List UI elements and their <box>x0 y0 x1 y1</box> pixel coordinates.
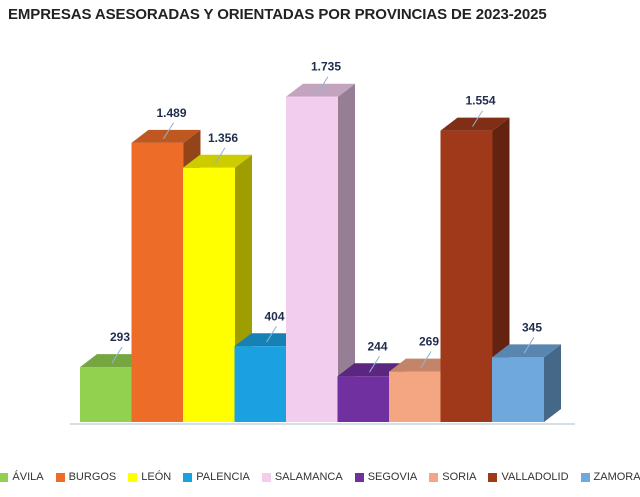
legend-label-salamanca: SALAMANCA <box>274 471 343 483</box>
bar-salamanca <box>286 96 338 422</box>
legend-label-palencia: PALENCIA <box>196 471 250 483</box>
leader-line-valladolid <box>472 110 483 127</box>
legend-item-segovia: SEGOVIA <box>354 471 418 483</box>
legend-swatch-leon <box>128 472 138 482</box>
leader-line-palencia <box>266 325 277 343</box>
leader-line-zamora <box>523 337 535 354</box>
legend-swatch-avila <box>0 472 9 482</box>
legend-item-zamora: ZAMORA <box>580 471 640 483</box>
leader-line-soria <box>420 351 432 368</box>
value-label-burgos: 1.489 <box>156 106 186 120</box>
value-label-valladolid: 1.554 <box>465 94 495 108</box>
legend-swatch-segovia <box>354 472 364 482</box>
bar-burgos <box>131 142 184 422</box>
bar-side-salamanca <box>338 83 355 422</box>
legend-item-soria: SORIA <box>429 471 476 483</box>
legend-swatch-burgos <box>55 472 65 482</box>
value-label-zamora: 345 <box>522 320 542 334</box>
legend-item-avila: ÁVILA <box>0 471 44 483</box>
bar-segovia <box>337 376 390 422</box>
value-label-segovia: 244 <box>367 339 387 353</box>
bar-top-leon <box>183 154 252 168</box>
legend-label-soria: SORIA <box>442 471 477 483</box>
leader-line-avila <box>111 346 123 364</box>
bar-soria <box>389 371 441 422</box>
value-label-salamanca: 1.735 <box>311 60 341 74</box>
bar-leon <box>183 167 235 422</box>
legend-label-valladolid: VALLADOLID <box>501 471 569 483</box>
leader-line-salamanca <box>317 76 329 93</box>
value-label-soria: 269 <box>419 335 439 349</box>
bar-top-burgos <box>131 129 201 143</box>
legend-swatch-zamora <box>580 472 590 482</box>
bar-top-zamora <box>492 344 561 358</box>
legend-swatch-soria <box>429 472 439 482</box>
legend-item-leon: LEÓN <box>128 471 171 483</box>
legend-label-zamora: ZAMORA <box>593 471 640 483</box>
value-label-leon: 1.356 <box>208 131 238 145</box>
bar-palencia <box>234 346 287 422</box>
legend-item-burgos: BURGOS <box>55 471 117 483</box>
bar-chart: 293 1.489 1.356 404 1.735 244 269 1.554 345 <box>70 60 575 425</box>
legend-label-leon: LEÓN <box>141 471 172 483</box>
bar-side-zamora <box>544 344 561 422</box>
legend: ÁVILA BURGOS LEÓN PALENCIA SALAMANCA SEG… <box>0 471 640 483</box>
bar-top-valladolid <box>440 117 510 131</box>
legend-swatch-palencia <box>183 472 193 482</box>
chart-title: EMPRESAS ASESORADAS Y ORIENTADAS POR PRO… <box>8 6 547 23</box>
value-label-avila: 293 <box>110 330 130 344</box>
leader-line-leon <box>214 147 226 165</box>
legend-item-salamanca: SALAMANCA <box>261 471 343 483</box>
bar-avila <box>80 367 132 422</box>
legend-label-avila: ÁVILA <box>12 471 44 483</box>
legend-swatch-valladolid <box>488 472 498 482</box>
legend-item-valladolid: VALLADOLID <box>488 471 569 483</box>
legend-label-burgos: BURGOS <box>68 471 117 483</box>
bar-zamora <box>492 357 544 422</box>
bar-top-salamanca <box>286 83 355 97</box>
bar-valladolid <box>440 130 493 422</box>
leader-line-segovia <box>369 355 380 373</box>
legend-label-segovia: SEGOVIA <box>367 471 418 483</box>
legend-item-palencia: PALENCIA <box>183 471 250 483</box>
legend-swatch-salamanca <box>261 472 271 482</box>
bar-side-valladolid <box>492 117 510 422</box>
value-label-palencia: 404 <box>264 309 284 323</box>
leader-line-burgos <box>163 122 174 140</box>
